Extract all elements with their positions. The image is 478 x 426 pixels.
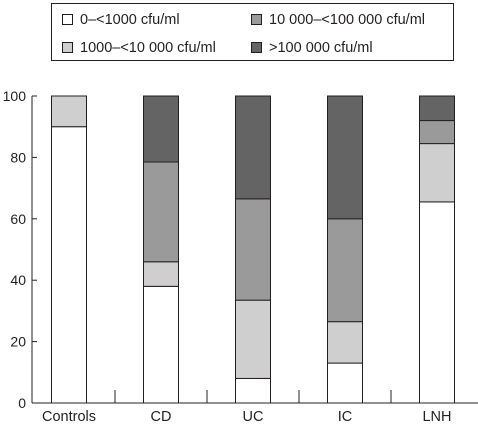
legend-swatch-0 — [62, 14, 73, 25]
legend-swatch-3 — [251, 42, 262, 53]
x-tick-label-3: IC — [338, 409, 353, 425]
bar-segment-lnh-s0 — [419, 201, 455, 404]
bar-segment-controls-s0 — [51, 126, 87, 404]
y-tick-label-3: 60 — [10, 211, 26, 227]
bar-segment-uc-s0 — [235, 377, 271, 404]
y-tick-label-0: 0 — [18, 395, 26, 411]
bar-segment-ic-s0 — [327, 362, 363, 404]
bar-segment-lnh-s2 — [419, 120, 455, 145]
y-tick-label-2: 40 — [10, 272, 26, 288]
bar-segment-uc-s1 — [235, 299, 271, 379]
bars — [51, 95, 455, 404]
bar-segment-uc-s3 — [235, 95, 271, 200]
y-axis: 0 20 40 60 80 100 — [3, 88, 37, 411]
bar-segment-cd-s1 — [143, 261, 179, 287]
y-tick-label-5: 100 — [3, 88, 27, 104]
bar-segment-ic-s2 — [327, 218, 363, 323]
legend-swatch-1 — [62, 42, 73, 53]
bar-segment-ic-s3 — [327, 95, 363, 220]
bar-segment-ic-s1 — [327, 321, 363, 364]
x-tick-label-2: UC — [243, 409, 264, 425]
bar-segment-cd-s3 — [143, 95, 179, 163]
x-tick-label-1: CD — [151, 409, 172, 425]
bar-segment-cd-s0 — [143, 285, 179, 404]
y-tick-label-1: 20 — [10, 334, 26, 350]
legend-label-1: 1000–<10 000 cfu/ml — [80, 40, 216, 56]
legend: 0–<1000 cfu/ml 10 000–<100 000 cfu/ml 10… — [51, 3, 454, 61]
x-tick-label-0: Controls — [42, 409, 96, 425]
bar-segment-cd-s2 — [143, 161, 179, 263]
x-axis: Controls CD UC IC LNH — [32, 390, 478, 425]
bar-segment-controls-s1 — [51, 95, 87, 128]
bar-segment-lnh-s1 — [419, 143, 455, 203]
bar-segment-uc-s2 — [235, 198, 271, 301]
bar-segment-lnh-s3 — [419, 95, 455, 122]
legend-label-0: 0–<1000 cfu/ml — [80, 12, 180, 28]
legend-label-3: >100 000 cfu/ml — [269, 40, 373, 56]
x-tick-label-4: LNH — [422, 409, 451, 425]
legend-swatch-2 — [251, 14, 262, 25]
y-tick-label-4: 80 — [10, 149, 26, 165]
legend-label-2: 10 000–<100 000 cfu/ml — [269, 12, 425, 28]
